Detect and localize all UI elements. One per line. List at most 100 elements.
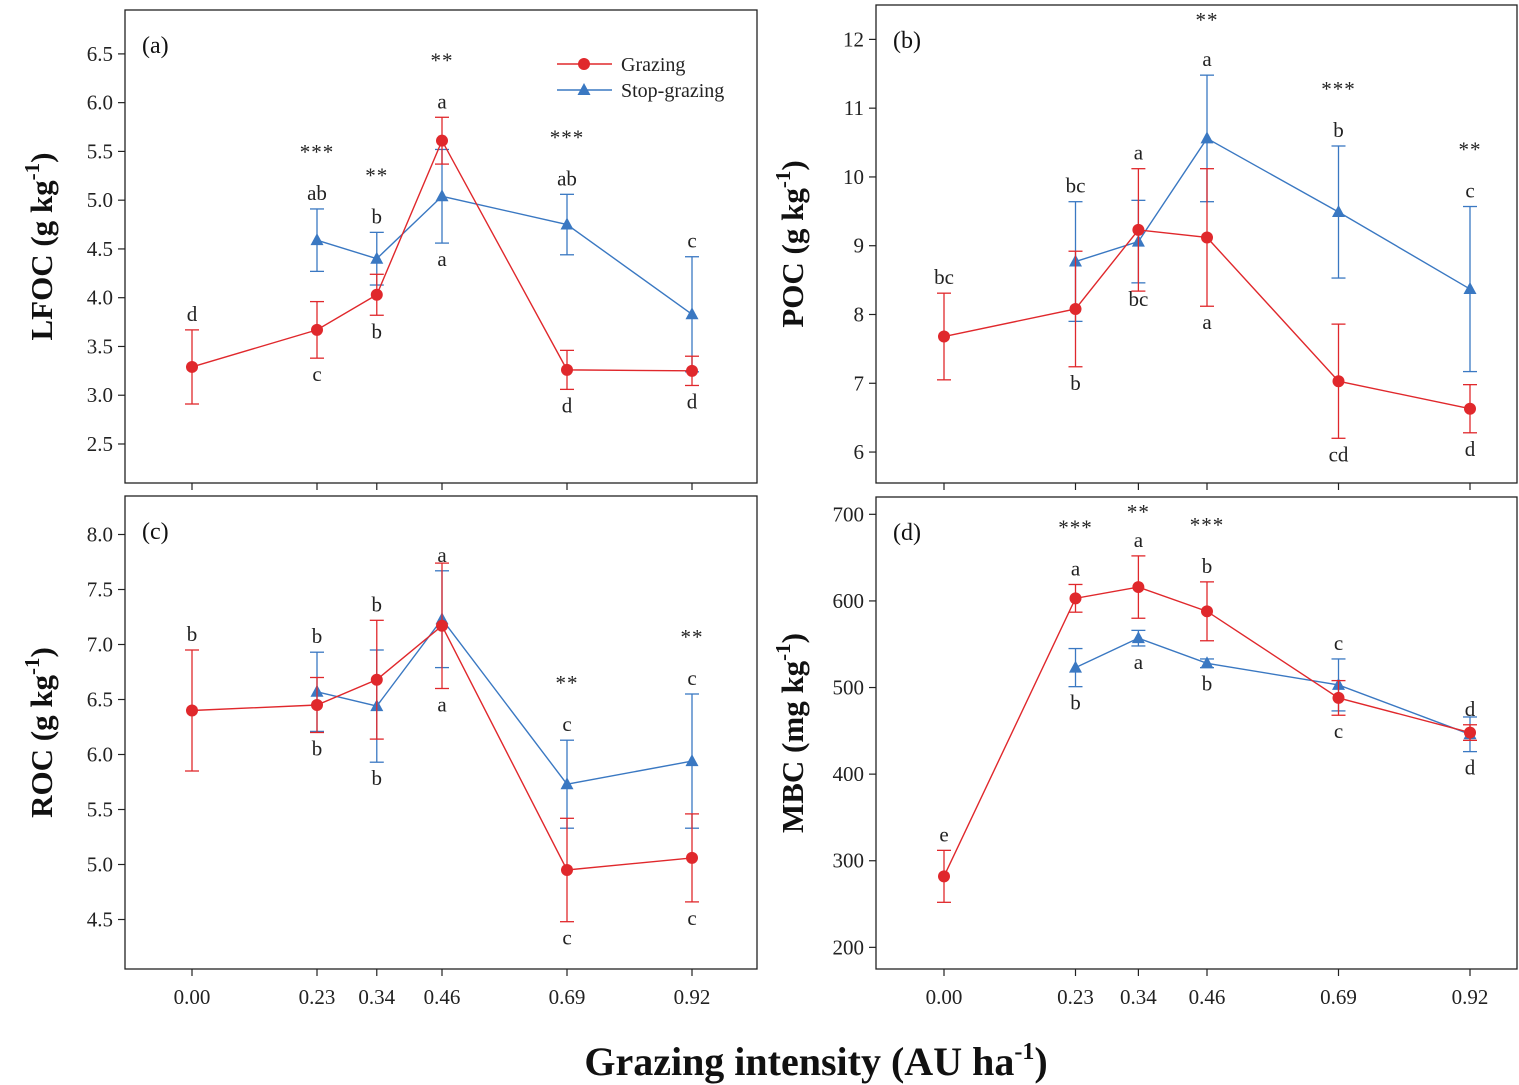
y-tick-label: 3.5 [87,334,113,358]
significance-stars: ** [1196,8,1219,32]
panel-label: (b) [893,28,921,54]
y-axis-label-main: POC (g kg [775,188,810,328]
plot-frame [124,495,758,970]
series-stop-grazing: b a b c d [1068,629,1477,780]
data-point [1464,726,1476,739]
y-tick-label: 500 [833,676,865,700]
data-point [1463,282,1477,295]
series-stop-grazing: ab b a ab c [307,148,699,373]
data-point [1069,660,1082,673]
y-tick-label: 12 [843,27,864,51]
data-point [1069,592,1082,605]
significance-letter: b [1070,691,1081,715]
y-axis-label: POC (g kg-1) [771,160,810,327]
significance-letter: c [562,712,571,736]
x-tick-label: 0.23 [1057,985,1094,1009]
x-tick-label: 0.46 [1189,985,1226,1009]
y-axis-label-end: ) [775,160,810,170]
y-tick-label: 6.0 [87,743,113,767]
series-grazing: b b b a c c [185,562,699,950]
y-tick-label: 4.5 [87,908,113,932]
data-point [1132,223,1145,236]
y-tick-label: 5.0 [87,188,113,212]
data-point [561,864,573,876]
significance-letter: ab [307,181,327,205]
significance-letter: e [939,822,948,846]
significance-letter: a [1202,310,1212,334]
significance-stars: ** [556,671,579,695]
significance-letter: d [1465,697,1476,721]
significance-stars: ** [365,163,388,187]
significance-letter: c [687,666,696,690]
y-tick-label: 200 [833,935,865,959]
significance-letter: b [372,319,383,343]
y-tick-label: 600 [833,589,865,613]
data-point [370,288,383,301]
significance-letter: bc [1066,174,1086,198]
significance-letter: b [187,622,198,646]
y-tick-label: 4.5 [87,237,113,261]
y-axis-label-end: ) [24,152,59,162]
y-axis-label-sup: -1 [20,163,44,181]
series-line [191,139,693,372]
significance-letter: a [437,89,447,113]
data-point [435,189,449,202]
y-axis-label: MBC (mg kg-1) [771,633,810,833]
x-tick-label: 0.34 [1120,985,1157,1009]
significance-letter: b [372,592,383,616]
significance-letter: c [687,229,696,253]
y-tick-label: 9 [854,234,865,258]
data-point [686,364,698,377]
y-tick-label: 10 [843,165,864,189]
significance-letter: d [562,393,573,417]
significance-letter: c [1334,719,1343,743]
y-axis-label: ROC (g kg-1) [20,647,59,818]
legend-label: Grazing [621,54,685,76]
series-grazing: bc b a a cd d [934,141,1477,466]
panel-label: (a) [142,33,169,59]
data-point [1069,302,1082,315]
data-point [560,777,574,790]
y-axis-label-end: ) [24,647,59,657]
plot-frame [124,9,758,484]
legend: Grazing Stop-grazing [557,54,724,102]
significance-stars: *** [1321,77,1356,101]
x-tick-label: 0.92 [674,985,711,1009]
plot-frame [875,496,1518,970]
legend-marker [578,58,590,70]
significance-stars: ** [1127,500,1150,524]
significance-stars: ** [431,48,454,72]
y-tick-label: 6.0 [87,91,113,115]
significance-letter: bc [1128,287,1148,311]
data-point [1332,375,1345,388]
significance-letter: b [372,766,383,790]
y-tick-label: 2.5 [87,432,113,456]
y-tick-label: 5.5 [87,139,113,163]
x-tick-label: 0.92 [1452,985,1489,1009]
y-tick-label: 4.0 [87,286,113,310]
plot-frame [875,4,1518,484]
y-axis-label-sup: -1 [20,657,44,675]
data-point [1132,581,1145,594]
y-tick-label: 7.5 [87,578,113,602]
y-tick-label: 400 [833,762,865,786]
series-line [191,624,693,871]
data-point [1201,231,1213,244]
x-tick-label: 0.34 [358,985,395,1009]
series-grazing: e a a b c d [937,528,1477,903]
y-tick-label: 300 [833,849,865,873]
data-point [938,870,950,883]
significance-letter: ab [557,166,577,190]
significance-letter: b [372,204,383,228]
significance-letter: d [1465,756,1476,780]
series-stop-grazing: b b a c c [310,543,699,829]
series-line [316,618,693,785]
significance-stars: ** [681,625,704,649]
significance-letter: c [312,362,321,386]
y-tick-label: 3.0 [87,383,113,407]
data-point [186,704,198,717]
y-tick-label: 700 [833,502,865,526]
x-tick-label: 0.69 [549,985,586,1009]
significance-letter: d [687,389,698,413]
